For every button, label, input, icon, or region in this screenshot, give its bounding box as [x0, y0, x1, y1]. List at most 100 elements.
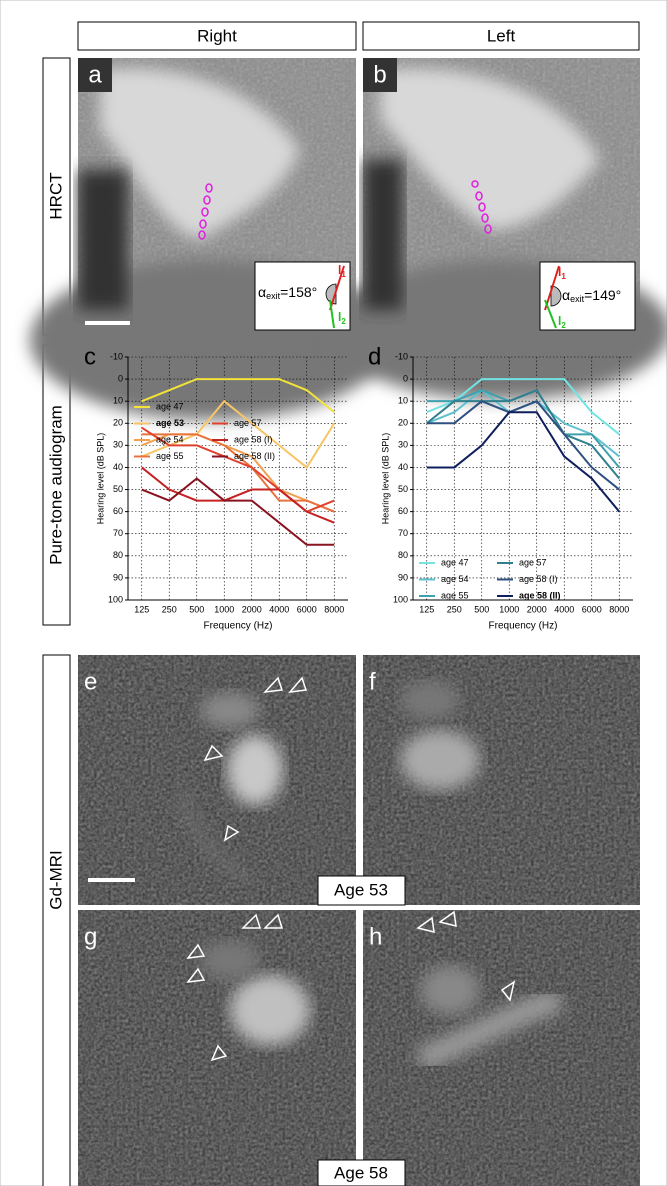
x-tick-label: 6000	[582, 604, 602, 614]
row-header: Pure-tone audiogram	[46, 405, 65, 565]
y-tick-label: 80	[113, 550, 123, 560]
x-tick-label: 1000	[214, 604, 234, 614]
series-line	[426, 399, 620, 491]
y-tick-label: 90	[113, 572, 123, 582]
angle-inset: αexit=158° l1 l2	[254, 261, 351, 331]
series-line	[141, 399, 336, 469]
y-tick-label: 20	[398, 418, 408, 428]
legend-label: age 54	[156, 434, 184, 444]
y-tick-label: 0	[403, 373, 408, 383]
x-tick-label: 4000	[269, 604, 289, 614]
y-tick-label: 50	[398, 484, 408, 494]
angle-inset: αexit=149° l1 l2	[539, 261, 636, 331]
legend-label: age 55	[156, 451, 184, 461]
legend-label: age 57	[234, 418, 262, 428]
legend-label: age 58 (II)	[234, 451, 275, 461]
y-tick-label: 0	[118, 373, 123, 383]
x-axis-label: Frequency (Hz)	[204, 621, 273, 632]
panel-label: c	[84, 343, 96, 370]
panel-label: d	[368, 343, 381, 370]
series-line	[426, 411, 621, 513]
legend-label: age 55	[441, 590, 469, 600]
x-tick-label: 250	[162, 604, 177, 614]
y-tick-label: 10	[398, 396, 408, 406]
y-axis-label: Hearing level (dB SPL)	[380, 433, 390, 525]
y-tick-label: 30	[398, 440, 408, 450]
mri-image	[78, 910, 356, 1186]
x-tick-label: 8000	[324, 604, 344, 614]
x-tick-label: 250	[447, 604, 462, 614]
y-axis-label: Hearing level (dB SPL)	[95, 433, 105, 525]
series-line	[141, 433, 335, 513]
y-tick-label: 100	[108, 594, 123, 604]
row-header: HRCT	[46, 172, 65, 219]
line-label: l1	[338, 263, 346, 279]
y-tick-label: 70	[398, 528, 408, 538]
legend-label: age 47	[441, 557, 469, 567]
x-tick-label: 125	[419, 604, 434, 614]
series-line	[426, 388, 621, 480]
angle-label: αexit=149°	[562, 287, 621, 305]
panel-label: e	[84, 668, 97, 695]
x-tick-label: 8000	[609, 604, 629, 614]
panel-label-box	[78, 58, 112, 92]
y-tick-label: 10	[113, 396, 123, 406]
row-box	[42, 57, 71, 336]
y-tick-label: -10	[395, 351, 408, 361]
legend-label: age 53	[156, 418, 184, 428]
y-tick-label: 90	[398, 572, 408, 582]
legend-label: age 58 (II)	[519, 590, 561, 600]
series-line	[141, 466, 335, 524]
panel-label: a	[88, 61, 102, 88]
line-label: l1	[558, 265, 566, 281]
panel-label: h	[369, 923, 382, 950]
column-header: Right	[197, 26, 237, 45]
panel-label: b	[373, 61, 386, 88]
x-tick-label: 6000	[297, 604, 317, 614]
panel-label: g	[84, 923, 97, 950]
header-box	[362, 21, 640, 51]
y-tick-label: 50	[113, 484, 123, 494]
series-line	[426, 378, 620, 436]
y-tick-label: 30	[113, 440, 123, 450]
age-label: Age 58	[334, 1163, 388, 1182]
y-tick-label: 40	[113, 462, 123, 472]
row-box	[42, 654, 71, 1186]
row-box	[42, 344, 71, 626]
legend-label: age 54	[441, 574, 469, 584]
series-line	[141, 477, 335, 546]
line-label: l2	[558, 314, 566, 330]
y-tick-label: 20	[113, 418, 123, 428]
mri-image	[363, 910, 640, 1186]
legend-label: age 58 (I)	[519, 574, 558, 584]
mri-image	[78, 655, 356, 905]
legend-label: age 47	[156, 401, 184, 411]
y-tick-label: 70	[113, 528, 123, 538]
x-tick-label: 500	[474, 604, 489, 614]
age-box	[317, 875, 406, 906]
panel-label-box	[363, 58, 397, 92]
y-tick-label: 100	[393, 594, 408, 604]
legend-label: age 57	[519, 557, 547, 567]
y-tick-label: 40	[398, 462, 408, 472]
y-tick-label: 60	[398, 506, 408, 516]
x-tick-label: 2000	[527, 604, 547, 614]
series-line	[141, 378, 335, 414]
age-box	[317, 1159, 406, 1186]
x-tick-label: 125	[134, 604, 149, 614]
y-tick-label: 80	[398, 550, 408, 560]
y-tick-label: 60	[113, 506, 123, 516]
x-tick-label: 4000	[554, 604, 574, 614]
x-axis-label: Frequency (Hz)	[489, 621, 558, 632]
age-label: Age 53	[334, 880, 388, 899]
panel-label: f	[369, 668, 376, 695]
mri-image	[363, 655, 640, 905]
x-tick-label: 1000	[499, 604, 519, 614]
x-tick-label: 500	[189, 604, 204, 614]
angle-label: αexit=158°	[258, 284, 317, 302]
header-box	[77, 21, 357, 51]
column-header: Left	[487, 26, 516, 45]
y-tick-label: -10	[110, 351, 123, 361]
